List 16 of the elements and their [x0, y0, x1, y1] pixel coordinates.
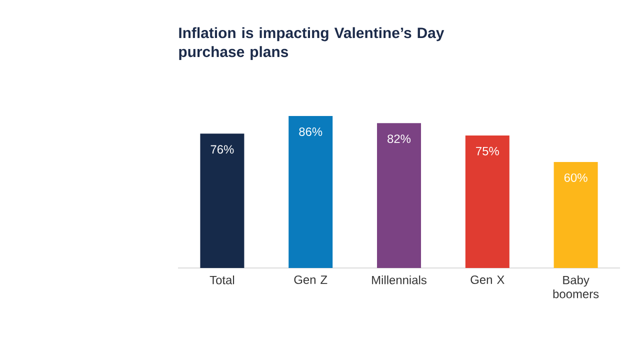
- bar: [288, 116, 333, 268]
- x-tick-label: Total: [210, 276, 234, 284]
- bar: [200, 134, 244, 268]
- data-label: 76%: [210, 145, 234, 154]
- bar: [554, 162, 598, 268]
- chart-title: Inflation is impacting Valentine’s Day purchase plans: [179, 27, 444, 60]
- x-tick-label: Gen Z: [294, 276, 328, 284]
- data-label: 75%: [476, 146, 499, 156]
- x-tick-label: Baby boomers: [553, 276, 599, 298]
- x-tick-label: Millennials: [372, 276, 426, 284]
- data-label: 60%: [564, 173, 588, 182]
- data-label: 82%: [388, 134, 411, 144]
- x-tick-label: Gen X: [470, 276, 504, 284]
- bar: [465, 135, 510, 268]
- data-label: 86%: [299, 128, 322, 136]
- bar: [377, 123, 422, 268]
